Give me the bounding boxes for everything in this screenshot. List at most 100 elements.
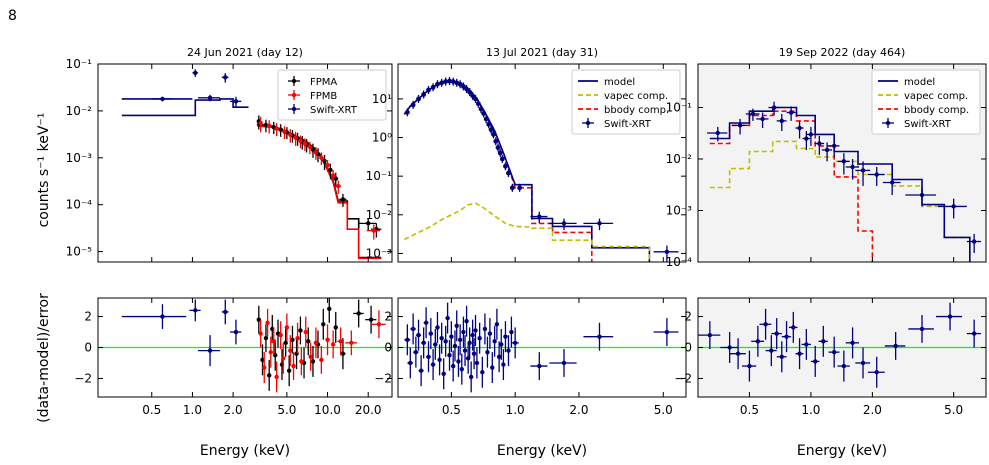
panel-1-top-ytick-label: 10⁻³ xyxy=(66,151,93,165)
panel-1-top-data-point xyxy=(293,135,298,140)
panel-1-top-data-point xyxy=(223,75,228,80)
panel-1-top-model-line xyxy=(256,125,382,260)
panel-2-bottom-data-point xyxy=(428,331,434,336)
panel-2-bottom-data-point xyxy=(452,343,458,349)
panel-1-top-data-point xyxy=(340,197,346,202)
panel-3-top-ytick-label: 10⁻³ xyxy=(666,204,693,218)
panel-3-bottom-xtick-label: 0.5 xyxy=(740,403,759,417)
panel-3-bottom-data-point xyxy=(860,360,866,366)
panel-3-bottom-xtick-label: 5.0 xyxy=(944,403,963,417)
panel-2-bottom-data-point xyxy=(426,354,431,359)
panel-1-top-data-point xyxy=(282,129,287,134)
panel-1-top-series xyxy=(121,98,249,117)
panel-2-top-data-point xyxy=(493,138,499,144)
panel-3-top-data-point xyxy=(715,130,720,136)
panel-1-bottom-data-point xyxy=(258,331,263,336)
panel-2-top-legend-label: model xyxy=(604,77,635,88)
panel-1-bottom-data-point xyxy=(274,374,279,380)
panel-2-bottom-data-point xyxy=(437,357,442,363)
panel-2-bottom-data-point xyxy=(423,320,429,325)
panel-2-top-data-point xyxy=(404,109,410,115)
panel-2-bottom-data-point xyxy=(443,339,448,344)
panel-2-bottom-data-point xyxy=(473,328,478,333)
panel-1-top-frame xyxy=(97,63,393,263)
panel-1-bottom-data-point xyxy=(303,329,308,335)
panel-2-top-data-point xyxy=(461,84,466,89)
panel-1-bottom-data-point xyxy=(340,351,346,356)
panel-3-top-series xyxy=(707,101,981,253)
panel-3-bottom-data-point xyxy=(763,322,768,327)
panel-3-bottom-ytick-label: 2 xyxy=(684,310,692,324)
panel-2-bottom-data-point xyxy=(456,359,461,364)
panel-1-top-legend-swatch xyxy=(291,92,297,98)
panel-2-bottom-data-point xyxy=(467,340,472,346)
panel-3-top-legend-label: bbody comp. xyxy=(904,105,969,116)
panel-1-bottom-series xyxy=(258,308,386,393)
panel-1-top-data-point xyxy=(193,70,198,75)
panel-2-top-data-point xyxy=(416,96,421,102)
panel-3-bottom-data-point xyxy=(784,334,789,339)
panel-1-bottom-data-point xyxy=(284,325,290,330)
panel-1-top-data-point xyxy=(302,141,308,146)
panel-3-top-legend-swatch xyxy=(885,120,891,126)
panel-2-bottom-data-point xyxy=(490,365,495,370)
panel-1-top-data-point xyxy=(319,155,324,160)
panel-1-top-model-line xyxy=(256,123,382,259)
panel-2-top-data-point xyxy=(481,111,487,116)
panel-3-top-data-point xyxy=(951,204,956,209)
panel-1-bottom-data-point xyxy=(278,332,283,338)
panel-3: 19 Sep 2022 (day 464) 10⁻⁴ 10⁻³ 10⁻² 10⁻¹ mo… xyxy=(666,46,987,459)
panel-1-bottom-xtick-label: 10.0 xyxy=(314,403,341,417)
panel-1-top-data-point xyxy=(278,127,283,132)
panel-3-bottom-ytick-label: −2 xyxy=(674,371,692,385)
panel-2-top-ytick-label: 10⁻² xyxy=(366,208,393,222)
panel-2-bottom-data-point xyxy=(450,363,456,369)
panel-1-top-data-point xyxy=(310,147,316,152)
panel-3-bottom-xtick-label: 1.0 xyxy=(801,403,820,417)
panel-3-top-data-point xyxy=(804,136,809,141)
panel-2-top-data-point xyxy=(664,249,670,255)
panel-3-top-series xyxy=(709,106,971,262)
panel-2-bottom-data-point xyxy=(501,362,506,367)
panel-1-bottom-xtick-label: 20.0 xyxy=(355,403,382,417)
panel-2-bottom-data-point xyxy=(509,329,514,335)
panel-1-top-data-point xyxy=(298,138,303,144)
panel-1-bottom-data-point xyxy=(295,336,300,341)
panel-2-bottom-data-point xyxy=(454,323,459,329)
panel-2-bottom-data-point xyxy=(471,351,477,356)
panel-2-bottom-data-point xyxy=(468,374,474,380)
panel-2-bottom-xtick-label: 5.0 xyxy=(654,403,673,417)
panel-1-bottom-data-point xyxy=(193,308,198,313)
panel-1-top-data-point xyxy=(336,183,341,189)
panel-2-bottom-data-point xyxy=(410,326,416,332)
panel-1-bottom-xtick-label: 5.0 xyxy=(277,403,296,417)
panel-1-bottom-data-point xyxy=(333,325,338,330)
panel-1-top-series xyxy=(256,123,382,259)
panel-1-bottom-xtick-label: 1.0 xyxy=(183,403,202,417)
panel-2-bottom-data-point xyxy=(474,360,480,366)
panel-3-bottom-data-point xyxy=(727,345,732,350)
ylabel-top: counts s⁻¹ keV⁻¹ xyxy=(36,113,52,228)
panel-3-top-data-point xyxy=(971,239,977,244)
panel-2-top-data-point xyxy=(488,127,494,133)
panel-2-top-data-point xyxy=(517,185,523,191)
panel-2-bottom-series xyxy=(404,302,679,393)
panel-2-bottom: 0.5 1.0 2.0 5.0 −2 0 2 xyxy=(374,297,687,417)
panel-2-bottom-data-point xyxy=(494,322,500,327)
panel-2-top-data-point xyxy=(467,89,473,95)
panel-3-top-data-point xyxy=(779,118,784,124)
panel-2-bottom-data-point xyxy=(499,342,504,347)
panel-1-bottom-ytick-label: 2 xyxy=(84,310,92,324)
panel-2-top-data-point xyxy=(497,150,503,156)
panel-3-top-data-point xyxy=(808,132,814,137)
panel-2-bottom-data-point xyxy=(441,371,446,376)
panel-2-top-data-point xyxy=(421,92,427,97)
panel-2-bottom-data-point xyxy=(418,368,424,373)
panel-3-bottom-data-point xyxy=(919,326,925,332)
panel-1-bottom-series xyxy=(121,299,242,367)
panel-1: 24 Jun 2021 (day 12) 10⁻⁵10⁻⁴10⁻³10⁻²10⁻… xyxy=(66,46,393,459)
panel-3-title: 19 Sep 2022 (day 464) xyxy=(779,46,906,59)
panel-2-top-data-point xyxy=(410,102,416,108)
panel-2-bottom-data-point xyxy=(561,360,567,366)
panel-1-bottom-data-point xyxy=(286,368,292,373)
